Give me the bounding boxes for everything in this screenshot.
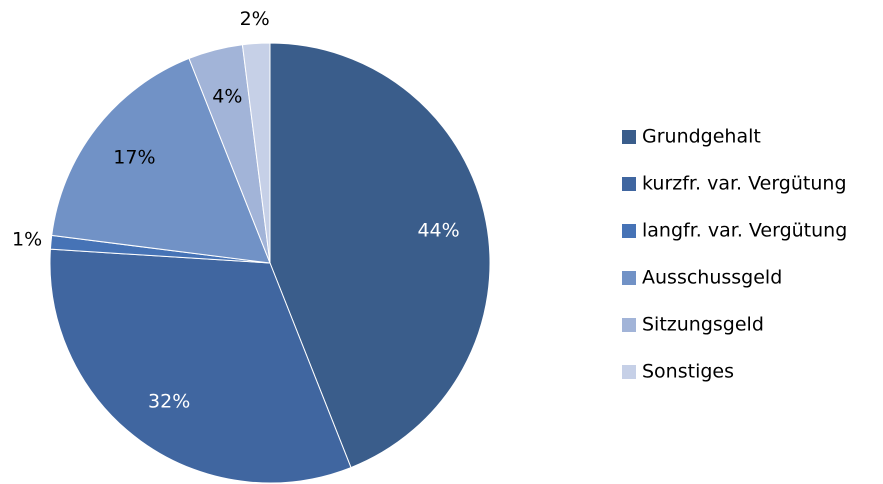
pie-slice bbox=[51, 57, 271, 264]
legend-label: Grundgehalt bbox=[642, 126, 761, 148]
legend-swatch bbox=[622, 130, 636, 144]
legend-swatch bbox=[622, 177, 636, 191]
legend-swatch bbox=[622, 365, 636, 379]
pie-slice bbox=[269, 42, 491, 469]
legend-label: Ausschussgeld bbox=[642, 267, 782, 289]
data-label: 4% bbox=[212, 85, 242, 107]
legend-swatch bbox=[622, 224, 636, 238]
legend-swatch bbox=[622, 318, 636, 332]
pie-slice bbox=[241, 42, 271, 264]
data-label: 44% bbox=[417, 219, 459, 241]
pie-slice bbox=[49, 248, 352, 484]
legend-label: langfr. var. Vergütung bbox=[642, 220, 847, 242]
legend-swatch bbox=[622, 271, 636, 285]
data-label: 17% bbox=[113, 146, 155, 168]
data-label: 1% bbox=[12, 229, 42, 251]
legend-label: kurzfr. var. Vergütung bbox=[642, 173, 847, 195]
data-label: 32% bbox=[148, 390, 190, 412]
legend-label: Sonstiges bbox=[642, 361, 734, 383]
data-label: 2% bbox=[240, 8, 270, 30]
legend-label: Sitzungsgeld bbox=[642, 314, 764, 336]
